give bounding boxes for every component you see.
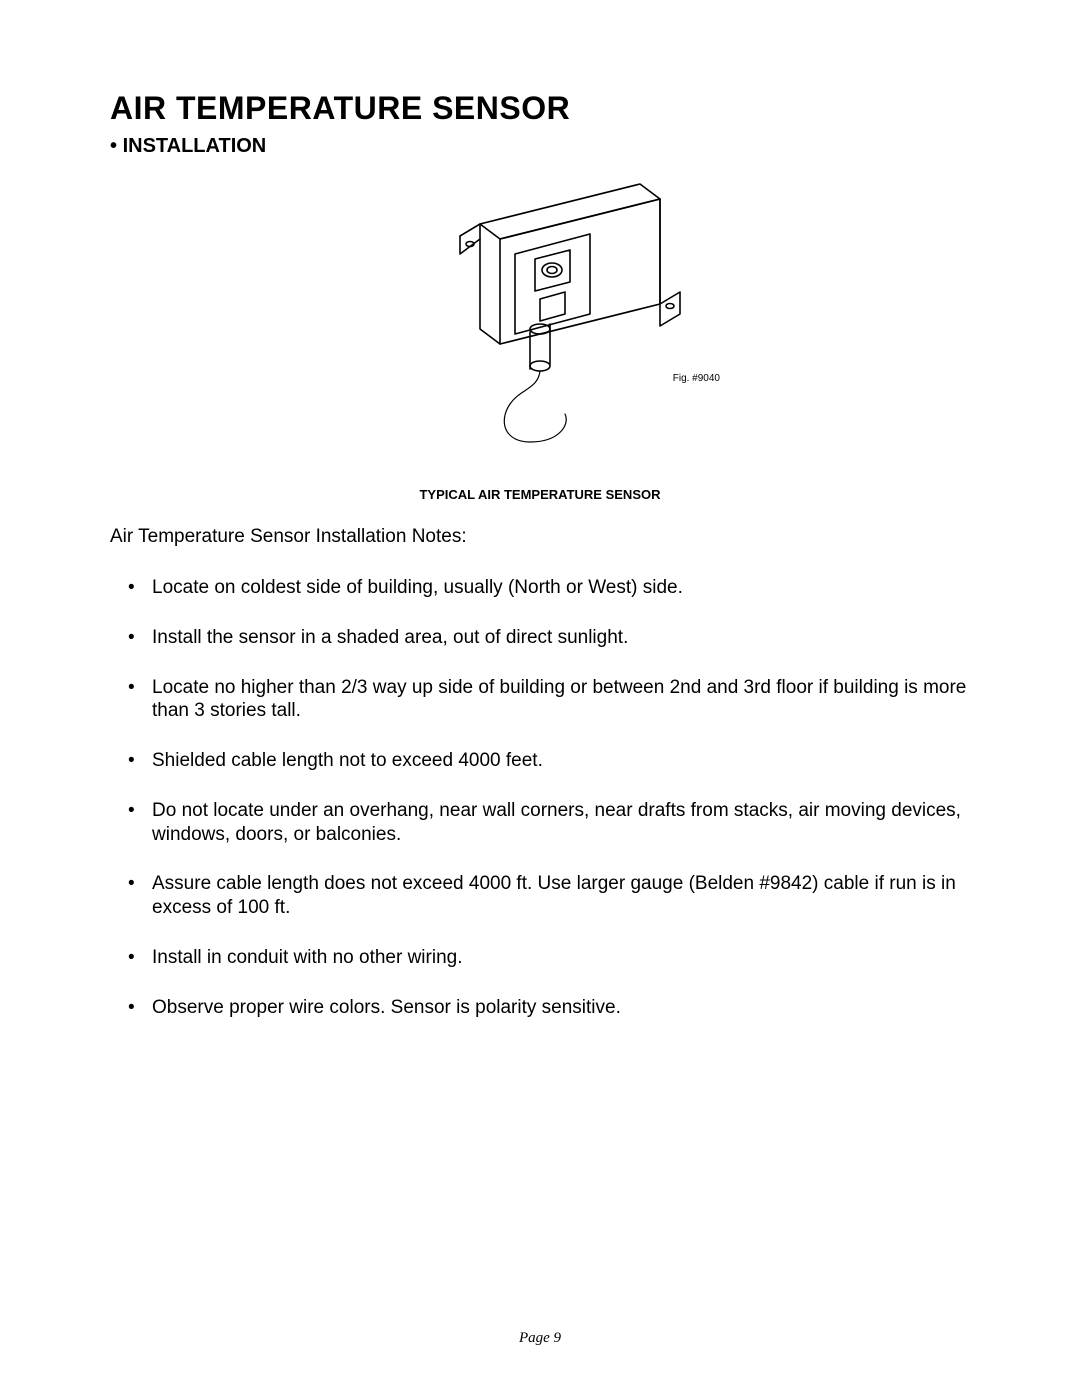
section-heading-text: INSTALLATION bbox=[123, 135, 267, 157]
list-item: Locate on coldest side of building, usua… bbox=[136, 576, 970, 600]
list-item: Locate no higher than 2/3 way up side of… bbox=[136, 676, 970, 724]
page-title: AIR TEMPERATURE SENSOR bbox=[110, 90, 970, 127]
figure-inner: Fig. #9040 bbox=[390, 164, 690, 469]
page: AIR TEMPERATURE SENSOR • INSTALLATION bbox=[0, 0, 1080, 1397]
list-item: Install in conduit with no other wiring. bbox=[136, 946, 970, 970]
notes-list: Locate on coldest side of building, usua… bbox=[110, 576, 970, 1019]
list-item: Observe proper wire colors. Sensor is po… bbox=[136, 996, 970, 1020]
figure-caption: TYPICAL AIR TEMPERATURE SENSOR bbox=[110, 487, 970, 502]
list-item: Do not locate under an overhang, near wa… bbox=[136, 799, 970, 847]
page-footer: Page 9 bbox=[0, 1330, 1080, 1347]
list-item: Shielded cable length not to exceed 4000… bbox=[136, 749, 970, 773]
list-item: Assure cable length does not exceed 4000… bbox=[136, 872, 970, 920]
figure-label: Fig. #9040 bbox=[673, 373, 720, 384]
section-heading: • INSTALLATION bbox=[110, 135, 970, 158]
notes-intro: Air Temperature Sensor Installation Note… bbox=[110, 526, 970, 548]
list-item: Install the sensor in a shaded area, out… bbox=[136, 626, 970, 650]
figure-block: Fig. #9040 bbox=[110, 164, 970, 469]
bullet-glyph: • bbox=[110, 135, 123, 157]
sensor-diagram-icon bbox=[390, 164, 690, 464]
